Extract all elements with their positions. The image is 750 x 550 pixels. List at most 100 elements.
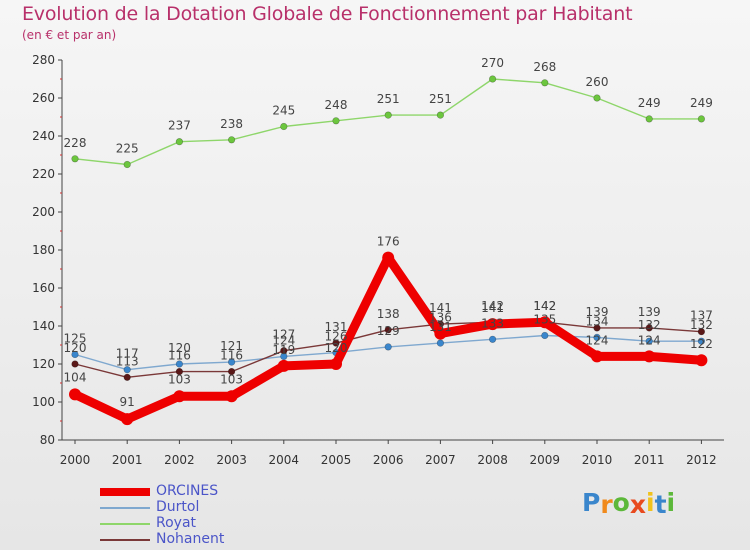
legend-swatch-nohanent: [100, 539, 150, 541]
data-label-royat: 251: [429, 92, 452, 106]
chart-title: Evolution de la Dotation Globale de Fonc…: [22, 3, 633, 25]
data-point-nohanent: [384, 326, 392, 334]
x-tick-label: 2002: [164, 453, 195, 467]
y-tick-label: 160: [32, 281, 55, 295]
y-tick-label: 80: [40, 433, 55, 447]
x-tick-label: 2003: [216, 453, 247, 467]
y-tick-label: 280: [32, 53, 55, 67]
data-point-nohanent: [175, 368, 183, 376]
data-label-nohanent: 127: [272, 328, 295, 342]
data-label-orcines: 124: [586, 333, 609, 347]
data-point-royat: [123, 160, 131, 169]
x-tick-label: 2000: [60, 453, 91, 467]
data-label-durtol: 126: [325, 330, 348, 344]
data-label-royat: 260: [586, 75, 609, 89]
data-label-orcines: 122: [690, 337, 713, 351]
data-point-orcines: [538, 316, 551, 329]
y-tick-label: 120: [32, 357, 55, 371]
logo-letter: t: [654, 490, 667, 519]
data-point-durtol: [384, 343, 392, 351]
data-label-nohanent: 141: [429, 301, 452, 315]
legend-swatch-royat: [100, 523, 150, 525]
legend-label-royat: Royat: [156, 515, 197, 531]
data-point-durtol: [593, 333, 601, 342]
data-label-royat: 248: [325, 98, 348, 112]
y-tick-label: 200: [32, 205, 55, 219]
data-point-royat: [436, 111, 445, 119]
y-tick-label: 140: [32, 319, 55, 333]
legend-label-nohanent: Nohanent: [156, 531, 225, 547]
chart-subtitle: (en € et par an): [22, 28, 117, 42]
data-point-orcines: [69, 388, 81, 401]
data-point-nohanent: [280, 347, 288, 355]
data-label-royat: 249: [638, 96, 661, 110]
data-label-nohanent: 131: [325, 320, 348, 334]
legend-item-durtol: Durtol: [100, 499, 320, 516]
data-point-orcines: [121, 413, 134, 426]
data-point-durtol: [541, 331, 549, 340]
data-label-durtol: 121: [220, 339, 243, 353]
data-point-royat: [384, 111, 392, 119]
x-tick-label: 2007: [425, 453, 456, 467]
data-point-durtol: [71, 350, 79, 359]
logo-letter: i: [666, 488, 676, 517]
legend-label-durtol: Durtol: [156, 499, 200, 515]
data-point-nohanent: [123, 373, 131, 381]
data-label-orcines: 141: [481, 301, 504, 315]
data-point-orcines: [330, 358, 342, 370]
data-point-durtol: [123, 366, 131, 374]
x-tick-label: 2010: [582, 453, 613, 467]
data-label-orcines: 124: [638, 333, 661, 347]
data-point-orcines: [382, 251, 395, 264]
data-label-royat: 228: [64, 136, 87, 150]
y-tick-label: 240: [32, 129, 55, 143]
data-label-orcines: 120: [325, 341, 348, 355]
legend-swatch-orcines: [100, 488, 150, 496]
x-tick-label: 2001: [112, 453, 143, 467]
logo-letter: r: [600, 490, 613, 519]
data-label-nohanent: 113: [116, 354, 139, 368]
x-tick-label: 2005: [321, 453, 352, 467]
data-point-orcines: [277, 359, 290, 372]
data-label-nohanent: 139: [638, 305, 661, 319]
data-label-durtol: 131: [429, 320, 452, 334]
data-point-royat: [645, 115, 653, 123]
data-point-royat: [541, 79, 549, 87]
data-point-royat: [228, 136, 236, 144]
data-label-durtol: 133: [481, 316, 504, 330]
data-point-royat: [593, 94, 601, 102]
data-point-orcines: [695, 354, 708, 367]
data-label-durtol: 132: [638, 318, 661, 332]
data-label-nohanent: 137: [690, 309, 713, 323]
data-point-royat: [489, 75, 497, 83]
data-point-royat: [175, 138, 183, 146]
data-label-nohanent: 138: [377, 307, 400, 321]
proxiti-logo: Proxiti: [582, 488, 676, 519]
data-label-orcines: 103: [220, 372, 243, 386]
legend-item-orcines: ORCINES: [100, 483, 320, 500]
data-point-orcines: [434, 327, 447, 340]
x-tick-label: 2004: [269, 453, 300, 467]
logo-letter: o: [612, 488, 630, 517]
data-label-nohanent: 142: [533, 299, 556, 313]
data-point-nohanent: [697, 328, 706, 336]
data-point-royat: [71, 155, 79, 163]
data-label-durtol: 132: [690, 318, 713, 332]
data-label-royat: 249: [690, 96, 713, 110]
data-point-orcines: [643, 350, 656, 363]
data-label-durtol: 117: [116, 347, 139, 361]
logo-letter: P: [582, 488, 601, 517]
data-label-durtol: 135: [533, 313, 556, 327]
data-point-durtol: [489, 335, 497, 343]
data-label-royat: 238: [220, 117, 243, 131]
data-label-durtol: 124: [272, 333, 295, 347]
data-label-durtol: 129: [377, 324, 400, 338]
legend-item-royat: Royat: [100, 515, 320, 532]
legend-item-nohanent: Nohanent: [100, 531, 320, 548]
data-point-royat: [280, 122, 288, 131]
x-tick-label: 2011: [634, 453, 665, 467]
chart-legend: ORCINES Durtol Royat Nohanent: [100, 483, 320, 548]
data-label-royat: 225: [116, 142, 139, 156]
legend-swatch-durtol: [100, 507, 150, 509]
